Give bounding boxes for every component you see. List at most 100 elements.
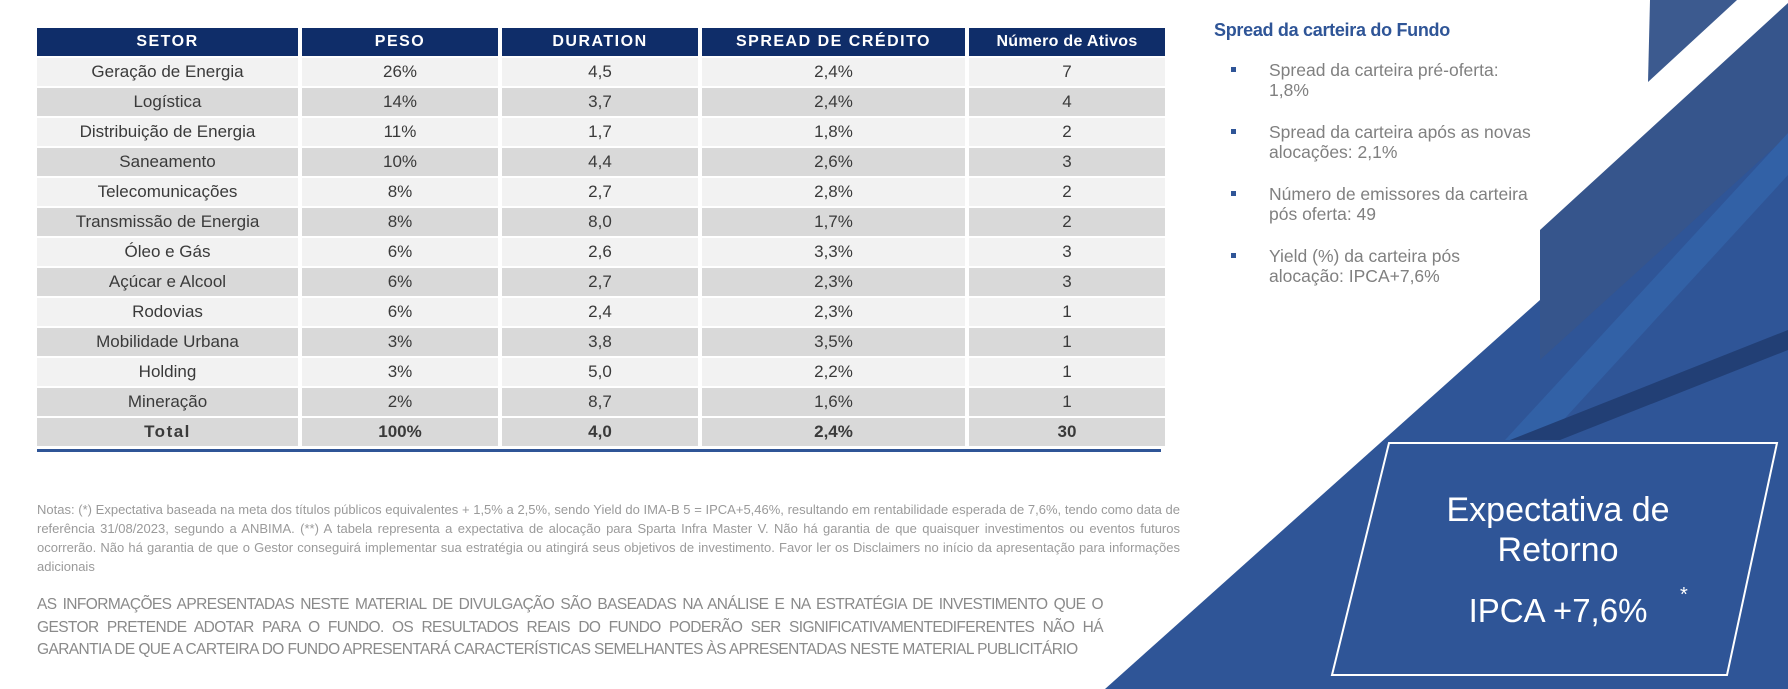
notes-text: Notas: (*) Expectativa baseada na meta d…	[37, 502, 1180, 574]
cell: 8%	[302, 178, 498, 206]
disclaimer-text: AS INFORMAÇÕES APRESENTADAS NESTE MATERI…	[37, 596, 1104, 658]
table-row: Óleo e Gás 6% 2,6 3,3% 3	[37, 238, 1165, 266]
cell: 26%	[302, 58, 498, 86]
cell: 2%	[302, 388, 498, 416]
header-peso: PESO	[302, 28, 498, 56]
cell: 2,3%	[702, 298, 965, 326]
cell: 100%	[302, 418, 498, 446]
cell: 8%	[302, 208, 498, 236]
return-heading-line2: Retorno	[1497, 531, 1619, 569]
return-box-outline	[1330, 442, 1779, 676]
table-bottom-rule	[37, 449, 1161, 452]
top-photo-triangle	[1648, 0, 1737, 82]
cell: 1,6%	[702, 388, 965, 416]
cell: 1	[969, 388, 1165, 416]
cell: Distribuição de Energia	[37, 118, 298, 146]
return-value: IPCA +7,6%	[1468, 592, 1648, 629]
bullet-item: Número de emissores da carteira pós ofer…	[1231, 184, 1531, 224]
cell: 7	[969, 58, 1165, 86]
cell: 2	[969, 178, 1165, 206]
bullet-text: Spread da carteira após as novas alocaçõ…	[1269, 122, 1531, 162]
cell: 2,4%	[702, 418, 965, 446]
table-row: Mobilidade Urbana 3% 3,8 3,5% 1	[37, 328, 1165, 356]
sector-table: SETOR PESO DURATION SPREAD DE CRÉDITO Nú…	[37, 28, 1165, 448]
cell: 6%	[302, 268, 498, 296]
bullet-text: Spread da carteira pré-oferta: 1,8%	[1269, 60, 1499, 100]
table-row: Holding 3% 5,0 2,2% 1	[37, 358, 1165, 386]
return-asterisk: *	[1680, 584, 1688, 606]
cell: Total	[37, 418, 298, 446]
cell: 2,2%	[702, 358, 965, 386]
cell: 2,6	[502, 238, 698, 266]
table-row: Rodovias 6% 2,4 2,3% 1	[37, 298, 1165, 326]
cell: 2,8%	[702, 178, 965, 206]
cell: 6%	[302, 298, 498, 326]
table-row: Logística 14% 3,7 2,4% 4	[37, 88, 1165, 116]
table-row: Açúcar e Alcool 6% 2,7 2,3% 3	[37, 268, 1165, 296]
dark-stripes	[1510, 330, 1788, 440]
table-row: Mineração 2% 8,7 1,6% 1	[37, 388, 1165, 416]
bullet-item: Spread da carteira pré-oferta: 1,8%	[1231, 60, 1531, 100]
cell: Mineração	[37, 388, 298, 416]
side-bullets: Spread da carteira pré-oferta: 1,8% Spre…	[1231, 60, 1531, 308]
cell: 4,4	[502, 148, 698, 176]
cell: 4	[969, 88, 1165, 116]
cell: 5,0	[502, 358, 698, 386]
bullet-text: Yield (%) da carteira pós alocação: IPCA…	[1269, 246, 1460, 286]
table-header: SETOR PESO DURATION SPREAD DE CRÉDITO Nú…	[37, 28, 1165, 56]
return-heading-line1: Expectativa de	[1446, 491, 1670, 529]
cell: 2,3%	[702, 268, 965, 296]
photo-panel	[1540, 3, 1788, 360]
cell: 2,4	[502, 298, 698, 326]
bullet-item: Yield (%) da carteira pós alocação: IPCA…	[1231, 246, 1531, 286]
cell: 2	[969, 118, 1165, 146]
bullet-square-icon	[1231, 253, 1236, 258]
table-row: Geração de Energia 26% 4,5 2,4% 7	[37, 58, 1165, 86]
cell: 2,6%	[702, 148, 965, 176]
cell: 1	[969, 328, 1165, 356]
cell: 1	[969, 298, 1165, 326]
table-row: Telecomunicações 8% 2,7 2,8% 2	[37, 178, 1165, 206]
cell: Telecomunicações	[37, 178, 298, 206]
cell: 30	[969, 418, 1165, 446]
light-stripe	[1505, 133, 1788, 440]
bullet-square-icon	[1231, 67, 1236, 72]
cell: 8,7	[502, 388, 698, 416]
table-row: Distribuição de Energia 11% 1,7 1,8% 2	[37, 118, 1165, 146]
cell: 3%	[302, 328, 498, 356]
cell: Rodovias	[37, 298, 298, 326]
table-row: Saneamento 10% 4,4 2,6% 3	[37, 148, 1165, 176]
side-title: Spread da carteira do Fundo	[1214, 20, 1450, 40]
bullet-square-icon	[1231, 191, 1236, 196]
cell: 2,7	[502, 178, 698, 206]
cell: Saneamento	[37, 148, 298, 176]
bullet-square-icon	[1231, 129, 1236, 134]
cell: 8,0	[502, 208, 698, 236]
cell: Açúcar e Alcool	[37, 268, 298, 296]
cell: Geração de Energia	[37, 58, 298, 86]
return-box-heading: Expectativa de Retorno	[1390, 490, 1726, 570]
cell: 3,3%	[702, 238, 965, 266]
cell: 2	[969, 208, 1165, 236]
table-total-row: Total 100% 4,0 2,4% 30	[37, 418, 1165, 446]
cell: 4,5	[502, 58, 698, 86]
cell: Logística	[37, 88, 298, 116]
cell: 3	[969, 148, 1165, 176]
cell: 3,5%	[702, 328, 965, 356]
cell: 2,4%	[702, 88, 965, 116]
cell: 1,8%	[702, 118, 965, 146]
cell: Óleo e Gás	[37, 238, 298, 266]
cell: 6%	[302, 238, 498, 266]
cell: 14%	[302, 88, 498, 116]
cell: 1,7%	[702, 208, 965, 236]
bullet-text: Número de emissores da carteira pós ofer…	[1269, 184, 1528, 224]
cell: 3%	[302, 358, 498, 386]
cell: 10%	[302, 148, 498, 176]
cell: 4,0	[502, 418, 698, 446]
bullet-item: Spread da carteira após as novas alocaçõ…	[1231, 122, 1531, 162]
cell: Mobilidade Urbana	[37, 328, 298, 356]
cell: 1,7	[502, 118, 698, 146]
cell: 3,8	[502, 328, 698, 356]
header-setor: SETOR	[37, 28, 298, 56]
cell: Transmissão de Energia	[37, 208, 298, 236]
